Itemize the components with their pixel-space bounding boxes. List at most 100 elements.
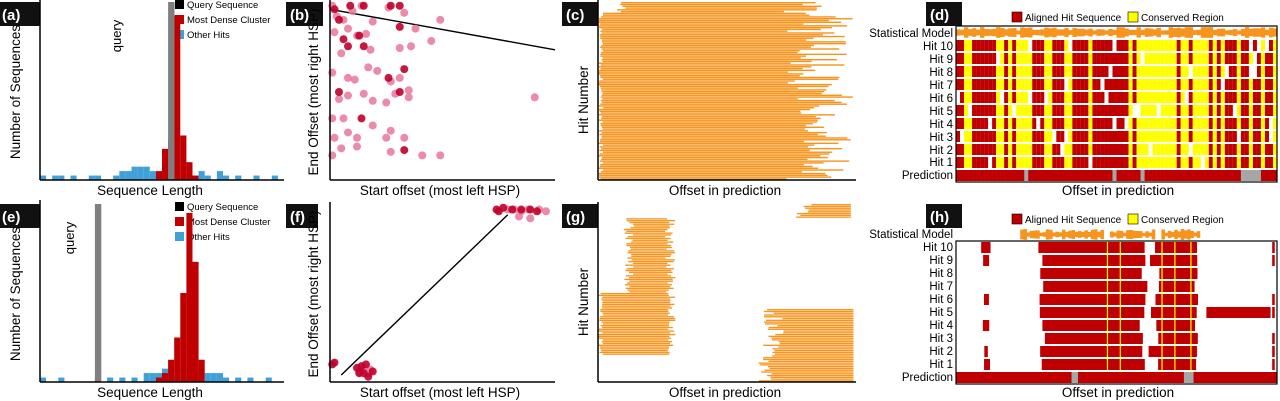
- aligned-hit-segment: [1060, 40, 1065, 51]
- aligned-hit-segment: [1056, 40, 1061, 51]
- conserved-region: [1192, 79, 1197, 90]
- scatter-point: [382, 133, 391, 142]
- model-profile: [1138, 231, 1143, 238]
- hit-bar: [770, 376, 854, 378]
- aligned-hit-segment: [1040, 118, 1045, 129]
- conserved-region: [1204, 92, 1209, 103]
- hit-bar: [598, 294, 669, 297]
- conserved-region: [1028, 157, 1033, 168]
- conserved-region: [1088, 105, 1093, 116]
- conserved-region: [1140, 92, 1145, 103]
- model-profile: [964, 27, 969, 38]
- conserved-region: [1196, 105, 1201, 116]
- prediction-segment: [1208, 170, 1214, 181]
- conserved-region: [1184, 79, 1189, 90]
- panel-d-row-label: Hit 4: [929, 119, 953, 131]
- scatter-point: [364, 63, 373, 72]
- conserved-region: [964, 131, 969, 142]
- prediction-segment: [1176, 170, 1181, 181]
- aligned-hit-segment: [1176, 79, 1181, 90]
- conserved-region: [1020, 79, 1025, 90]
- model-profile: [1100, 29, 1105, 36]
- model-profile: [1132, 29, 1137, 36]
- aligned-hit-segment: [1264, 131, 1269, 142]
- panel-b-label: (b): [290, 7, 309, 24]
- conserved-region: [1068, 118, 1073, 129]
- conserved-region: [1212, 131, 1217, 142]
- panel-d-frame: [955, 25, 1278, 183]
- hit-bar: [600, 103, 848, 105]
- conserved-region: [1172, 118, 1177, 129]
- hit-bar: [803, 205, 851, 208]
- aligned-hit-segment: [1116, 157, 1121, 168]
- aligned-hit-segment: [1036, 40, 1041, 51]
- aligned-hit-segment: [1032, 92, 1037, 103]
- scatter-point: [353, 133, 361, 142]
- aligned-hit-segment: [972, 144, 977, 155]
- aligned-hit-segment: [1228, 53, 1233, 64]
- aligned-hit-segment: [1100, 66, 1105, 77]
- aligned-hit-segment: [1096, 157, 1101, 168]
- aligned-hit-segment: [1124, 105, 1129, 116]
- aligned-hit-segment: [1240, 79, 1245, 90]
- model-profile: [1228, 29, 1234, 36]
- hit-bar: [600, 309, 669, 311]
- model-profile: [984, 28, 989, 37]
- conserved-region: [1020, 53, 1025, 64]
- model-profile: [1056, 29, 1061, 36]
- prediction-segment: [1248, 170, 1254, 181]
- conserved-region: [1212, 53, 1217, 64]
- conserved-region: [1128, 131, 1133, 142]
- panel-h-row-label: Hit 5: [929, 307, 953, 319]
- conserved-region: [1156, 92, 1161, 103]
- hit-bar: [601, 41, 846, 43]
- aligned-hit-segment: [1004, 40, 1009, 51]
- prediction-segment: [1092, 170, 1097, 181]
- aligned-hit-segment: [981, 242, 991, 253]
- hit-bar: [601, 51, 798, 54]
- aligned-hit-segment: [1036, 144, 1041, 155]
- conserved-region: [1048, 144, 1053, 155]
- hit-bar: [598, 105, 820, 107]
- conserved-region: [1180, 66, 1185, 77]
- dense-cluster-bar: [180, 293, 187, 382]
- hit-bar: [632, 234, 672, 236]
- prediction-segment: [956, 170, 961, 181]
- aligned-hit-segment: [1056, 53, 1061, 64]
- scatter-point: [368, 96, 377, 105]
- conserved-region: [1028, 79, 1033, 90]
- panel-h-row-label: Hit 1: [929, 359, 953, 371]
- hit-bar: [807, 211, 851, 213]
- aligned-hit-segment: [1124, 40, 1129, 51]
- panel-g-label: (g): [566, 209, 585, 226]
- hit-bar: [602, 98, 798, 100]
- conserved-region: [1140, 144, 1145, 155]
- panel-e-legend-other: Other Hits: [187, 232, 230, 243]
- aligned-hit-segment: [1012, 118, 1017, 129]
- aligned-hit-segment: [960, 40, 965, 51]
- aligned-hit-segment: [1080, 79, 1085, 90]
- aligned-hit-segment: [1040, 105, 1045, 116]
- aligned-hit-segment: [1052, 157, 1057, 168]
- conserved-region: [1220, 53, 1225, 64]
- aligned-hit-segment: [1264, 53, 1269, 64]
- conserved-region: [1160, 79, 1165, 90]
- conserved-region: [1152, 105, 1157, 116]
- aligned-hit-segment: [1132, 92, 1137, 103]
- model-profile: [1132, 230, 1137, 239]
- conserved-region: [1212, 105, 1217, 116]
- panel-h-row-label: Hit 3: [929, 333, 953, 345]
- hit-bar: [626, 244, 672, 247]
- hit-bar: [598, 114, 835, 116]
- aligned-hit-segment: [1076, 131, 1081, 142]
- aligned-hit-segment: [1084, 53, 1089, 64]
- conserved-region: [1016, 79, 1021, 90]
- model-profile: [1122, 232, 1127, 237]
- aligned-hit-segment: [1120, 144, 1125, 155]
- aligned-hit-segment: [1272, 359, 1275, 370]
- panel-h-legend-conserved: Conserved Region: [1141, 215, 1224, 226]
- panel-h-frame: [955, 240, 1278, 385]
- conserved-region: [1020, 66, 1025, 77]
- hit-bar: [758, 362, 854, 364]
- aligned-hit-segment: [1268, 105, 1273, 116]
